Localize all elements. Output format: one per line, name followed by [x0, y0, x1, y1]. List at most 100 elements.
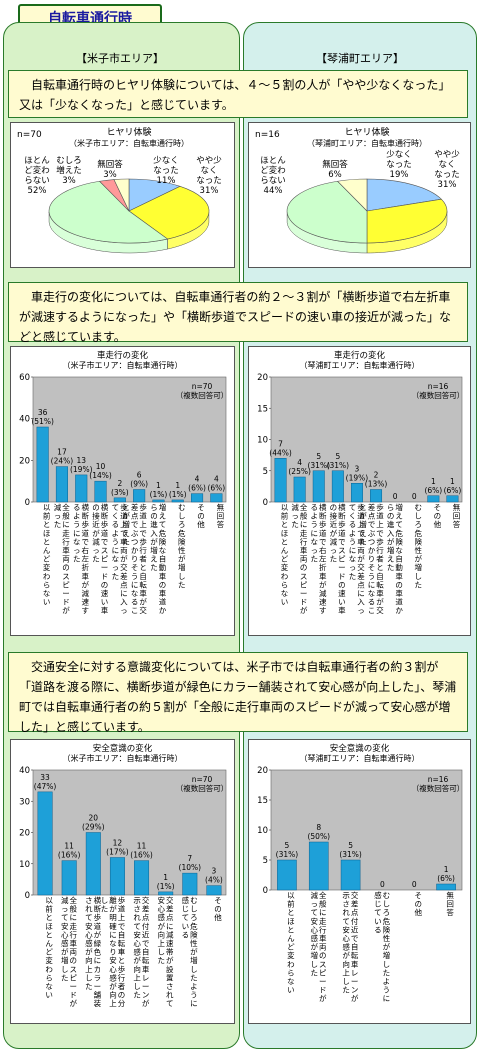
category-char: れ: [166, 991, 174, 1000]
sample-size-label: n=16: [428, 775, 449, 784]
category-char: と: [376, 563, 384, 572]
category-char: 行: [319, 924, 327, 934]
category-char: 歩: [319, 519, 327, 529]
category-char: 性: [415, 545, 423, 555]
category-char: で: [120, 529, 128, 538]
category-char: 感: [109, 972, 117, 982]
category-char: な: [287, 977, 295, 986]
category-char: 示: [342, 891, 350, 900]
category-char: れ: [85, 905, 93, 914]
category-char: る: [349, 520, 357, 529]
category-char: と: [45, 913, 53, 922]
category-char: 点: [142, 913, 150, 922]
category-char: た: [61, 973, 69, 982]
category-char: 速: [338, 589, 346, 598]
bar-data-label: 5: [316, 452, 321, 461]
category-char: ぶ: [368, 529, 376, 538]
category-char: が: [85, 947, 93, 957]
category-char: に: [131, 580, 139, 589]
y-tick-label: 20: [257, 766, 268, 776]
category-char: 回: [217, 512, 225, 521]
category-char: ピ: [300, 580, 308, 589]
pie-slice: [113, 178, 130, 212]
category-char: ん: [287, 934, 295, 943]
category-char: ら: [150, 503, 158, 512]
category-char: 差: [368, 502, 376, 512]
category-char: 増: [415, 562, 423, 572]
category-char: で: [338, 537, 346, 546]
category-char: で: [376, 529, 384, 538]
category-char: に: [190, 999, 198, 1008]
category-char: 以: [281, 503, 289, 512]
bar-data-label: (1%): [157, 882, 175, 891]
category-char: む: [178, 503, 186, 512]
x-category-label: 横断歩道でスピードの速い車の接近が減った: [92, 502, 109, 615]
category-char: た: [291, 520, 299, 529]
category-char: 増: [311, 950, 319, 960]
category-char: の: [159, 580, 167, 589]
category-char: 道: [120, 511, 128, 521]
y-tick-label: 30: [19, 797, 30, 807]
category-char: し: [383, 900, 391, 909]
y-tick-label: 10: [257, 826, 268, 836]
category-char: か: [159, 606, 167, 615]
category-char: っ: [61, 905, 69, 914]
y-tick-label: 15: [257, 404, 268, 414]
category-char: ど: [43, 555, 51, 564]
category-char: そ: [415, 891, 423, 900]
bar-data-label: 1: [163, 873, 168, 882]
pie-slice: [336, 178, 368, 212]
category-char: そ: [197, 503, 205, 512]
category-char: が: [415, 554, 423, 564]
category-char: 明: [109, 913, 117, 922]
category-char: わ: [287, 960, 295, 969]
category-char: れ: [342, 908, 350, 917]
category-char: の: [330, 503, 338, 512]
category-char: 両: [62, 555, 70, 564]
category-char: 断: [94, 904, 102, 914]
category-char: 両: [300, 555, 308, 564]
category-char: そ: [214, 896, 222, 905]
category-char: 離: [109, 895, 117, 905]
category-char: 危: [383, 916, 391, 926]
category-char: 横: [94, 895, 102, 905]
pie-title: ヒヤリ体験: [344, 126, 389, 138]
category-char: 車: [118, 947, 126, 957]
category-char: じ: [182, 905, 190, 914]
category-char: 全: [69, 895, 77, 905]
category-char: 差: [131, 502, 139, 512]
category-char: え: [159, 512, 167, 521]
category-char: 般: [300, 511, 308, 521]
category-char: た: [157, 956, 165, 965]
category-char: し: [383, 960, 391, 969]
bar-data-label: 1: [450, 477, 455, 486]
x-category-label: 横断歩道でスピードの速い車の接近が減った: [330, 502, 347, 615]
category-char: う: [190, 991, 198, 1000]
category-char: さ: [166, 982, 174, 991]
category-char: な: [43, 589, 51, 598]
category-char: ん: [281, 546, 289, 555]
category-char: 装: [94, 998, 102, 1008]
category-char: ん: [45, 939, 53, 948]
category-char: 道: [338, 528, 346, 538]
category-char: ン: [351, 986, 359, 995]
bar-data-label: 6: [137, 471, 142, 480]
category-char: な: [73, 537, 81, 546]
category-char: 差: [351, 899, 359, 909]
category-char: 行: [300, 536, 308, 546]
bar-data-label: 5: [348, 841, 353, 850]
category-char: 転: [142, 956, 150, 965]
pie-label-value: 31%: [200, 186, 219, 196]
category-char: レ: [351, 968, 359, 977]
bar-chart-title: 安全意識の変化: [93, 743, 153, 754]
category-char: の: [338, 580, 346, 589]
category-char: に: [69, 913, 77, 922]
category-char: 感: [157, 912, 165, 922]
category-char: 歩: [376, 502, 384, 512]
category-char: ス: [69, 965, 77, 974]
